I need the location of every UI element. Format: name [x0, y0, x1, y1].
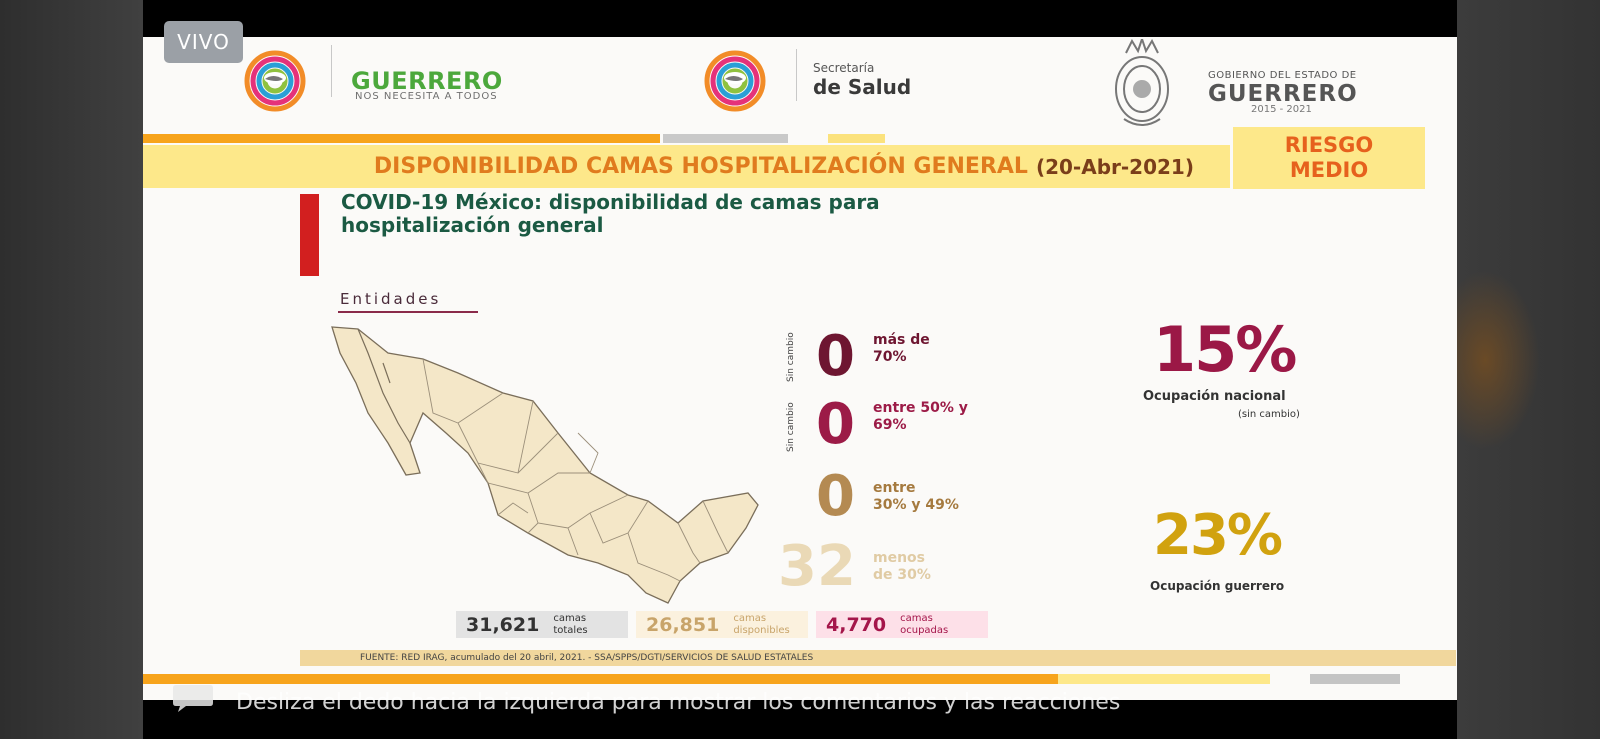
stat-available-value: 26,851: [646, 613, 720, 636]
mexico-states-map: [331, 326, 759, 604]
category-label-under30-line2: de 30%: [873, 567, 931, 583]
banner-stripe-yellow: [828, 134, 885, 143]
stat-occupied-beds: 4,770 camas ocupadas: [816, 611, 988, 638]
slide-banner: DISPONIBILIDAD CAMAS HOSPITALIZACIÓN GEN…: [143, 145, 1230, 188]
category-label-30-49-line1: entre: [873, 480, 916, 496]
video-bottom-letterbox: [143, 700, 1457, 739]
slide-heading-line2: hospitalización general: [341, 213, 604, 237]
category-count-under30: 32: [778, 534, 856, 599]
stat-occupied-label-line1: camas: [900, 612, 933, 624]
footer-stripe-orange: [143, 674, 1058, 684]
category-label-30-49: entre 30% y 49%: [873, 480, 959, 514]
swipe-hint: Desliza el dedo hacia la izquierda para …: [236, 690, 1121, 715]
risk-line2: MEDIO: [1289, 158, 1369, 182]
category-label-over70-line2: 70%: [873, 349, 907, 365]
category-label-under30: menos de 30%: [873, 550, 931, 584]
live-video-frame[interactable]: GUERRERO NOS NECESITA A TODOS Secretaría…: [143, 37, 1457, 700]
category-label-30-49-line2: 30% y 49%: [873, 497, 959, 513]
banner-title: DISPONIBILIDAD CAMAS HOSPITALIZACIÓN GEN…: [373, 154, 1028, 179]
category-label-50-69-line2: 69%: [873, 417, 907, 433]
national-occupancy-label: Ocupación nacional: [1143, 389, 1286, 404]
gobierno-years: 2015 - 2021: [1251, 104, 1312, 115]
map-label: Entidades: [340, 290, 442, 308]
national-occupancy-value: 15%: [1153, 313, 1297, 386]
stat-occupied-label-line2: ocupadas: [900, 624, 949, 636]
guerrero-star-logo: [244, 50, 306, 112]
salud-line1: Secretaría: [813, 61, 875, 75]
slide-heading-line1: COVID-19 México: disponibilidad de camas…: [341, 190, 880, 214]
guerrero-slogan: NOS NECESITA A TODOS: [355, 91, 498, 102]
left-backdrop: [0, 0, 143, 739]
guerrero-title: GUERRERO: [351, 67, 503, 95]
gobierno-line1: GOBIERNO DEL ESTADO DE: [1208, 70, 1357, 81]
video-top-letterbox: [143, 0, 1457, 37]
risk-badge: RIESGO MEDIO: [1233, 127, 1425, 189]
guerrero-occupancy-label: Ocupación guerrero: [1150, 579, 1285, 593]
category-label-50-69-line1: entre 50% y: [873, 400, 968, 416]
salud-divider: [796, 49, 797, 101]
footer-stripe-yellow: [1058, 674, 1270, 684]
stat-total-label: camas totales: [553, 613, 587, 637]
salud-star-logo: [704, 50, 766, 112]
category-count-50-69: 0: [816, 392, 855, 457]
category-count-over70: 0: [816, 324, 855, 389]
change-note-2: Sin cambio: [786, 402, 796, 452]
risk-line1: RIESGO: [1284, 133, 1374, 157]
category-label-over70-line1: más de: [873, 332, 930, 348]
heading-accent-bar: [300, 194, 319, 276]
category-count-30-49: 0: [816, 464, 855, 529]
stat-available-label-line2: disponibles: [733, 624, 790, 636]
national-occupancy-note: (sin cambio): [1238, 409, 1300, 420]
category-label-over70: más de 70%: [873, 332, 930, 366]
stat-total-value: 31,621: [466, 613, 540, 636]
stat-total-beds: 31,621 camas totales: [456, 611, 628, 638]
stat-occupied-label: camas ocupadas: [900, 613, 948, 637]
state-seal-emblem: [1115, 39, 1169, 126]
stat-total-label-line2: totales: [553, 624, 588, 636]
change-note-1: Sin cambio: [786, 332, 796, 382]
banner-stripe-gray: [663, 134, 788, 143]
footer-stripe-gray: [1310, 674, 1400, 684]
gobierno-line2: GUERRERO: [1208, 81, 1358, 107]
category-label-50-69: entre 50% y 69%: [873, 400, 968, 434]
logo-divider: [331, 45, 332, 97]
guerrero-occupancy-value: 23%: [1153, 503, 1283, 568]
map-label-underline: [338, 311, 478, 313]
stat-available-label-line1: camas: [733, 612, 767, 624]
banner-date: (20-Abr-2021): [1035, 154, 1194, 179]
stat-occupied-value: 4,770: [826, 613, 887, 636]
stat-total-label-line1: camas: [553, 612, 587, 624]
salud-line2: de Salud: [813, 75, 912, 99]
right-backdrop: [1430, 0, 1600, 739]
live-badge: VIVO: [164, 21, 243, 63]
comment-bubble-icon[interactable]: [172, 683, 214, 713]
source-note: FUENTE: RED IRAG, acumulado del 20 abril…: [300, 650, 1456, 666]
stat-available-label: camas disponibles: [733, 613, 789, 637]
banner-stripe-orange: [143, 134, 660, 143]
category-label-under30-line1: menos: [873, 550, 926, 566]
stat-available-beds: 26,851 camas disponibles: [636, 611, 808, 638]
